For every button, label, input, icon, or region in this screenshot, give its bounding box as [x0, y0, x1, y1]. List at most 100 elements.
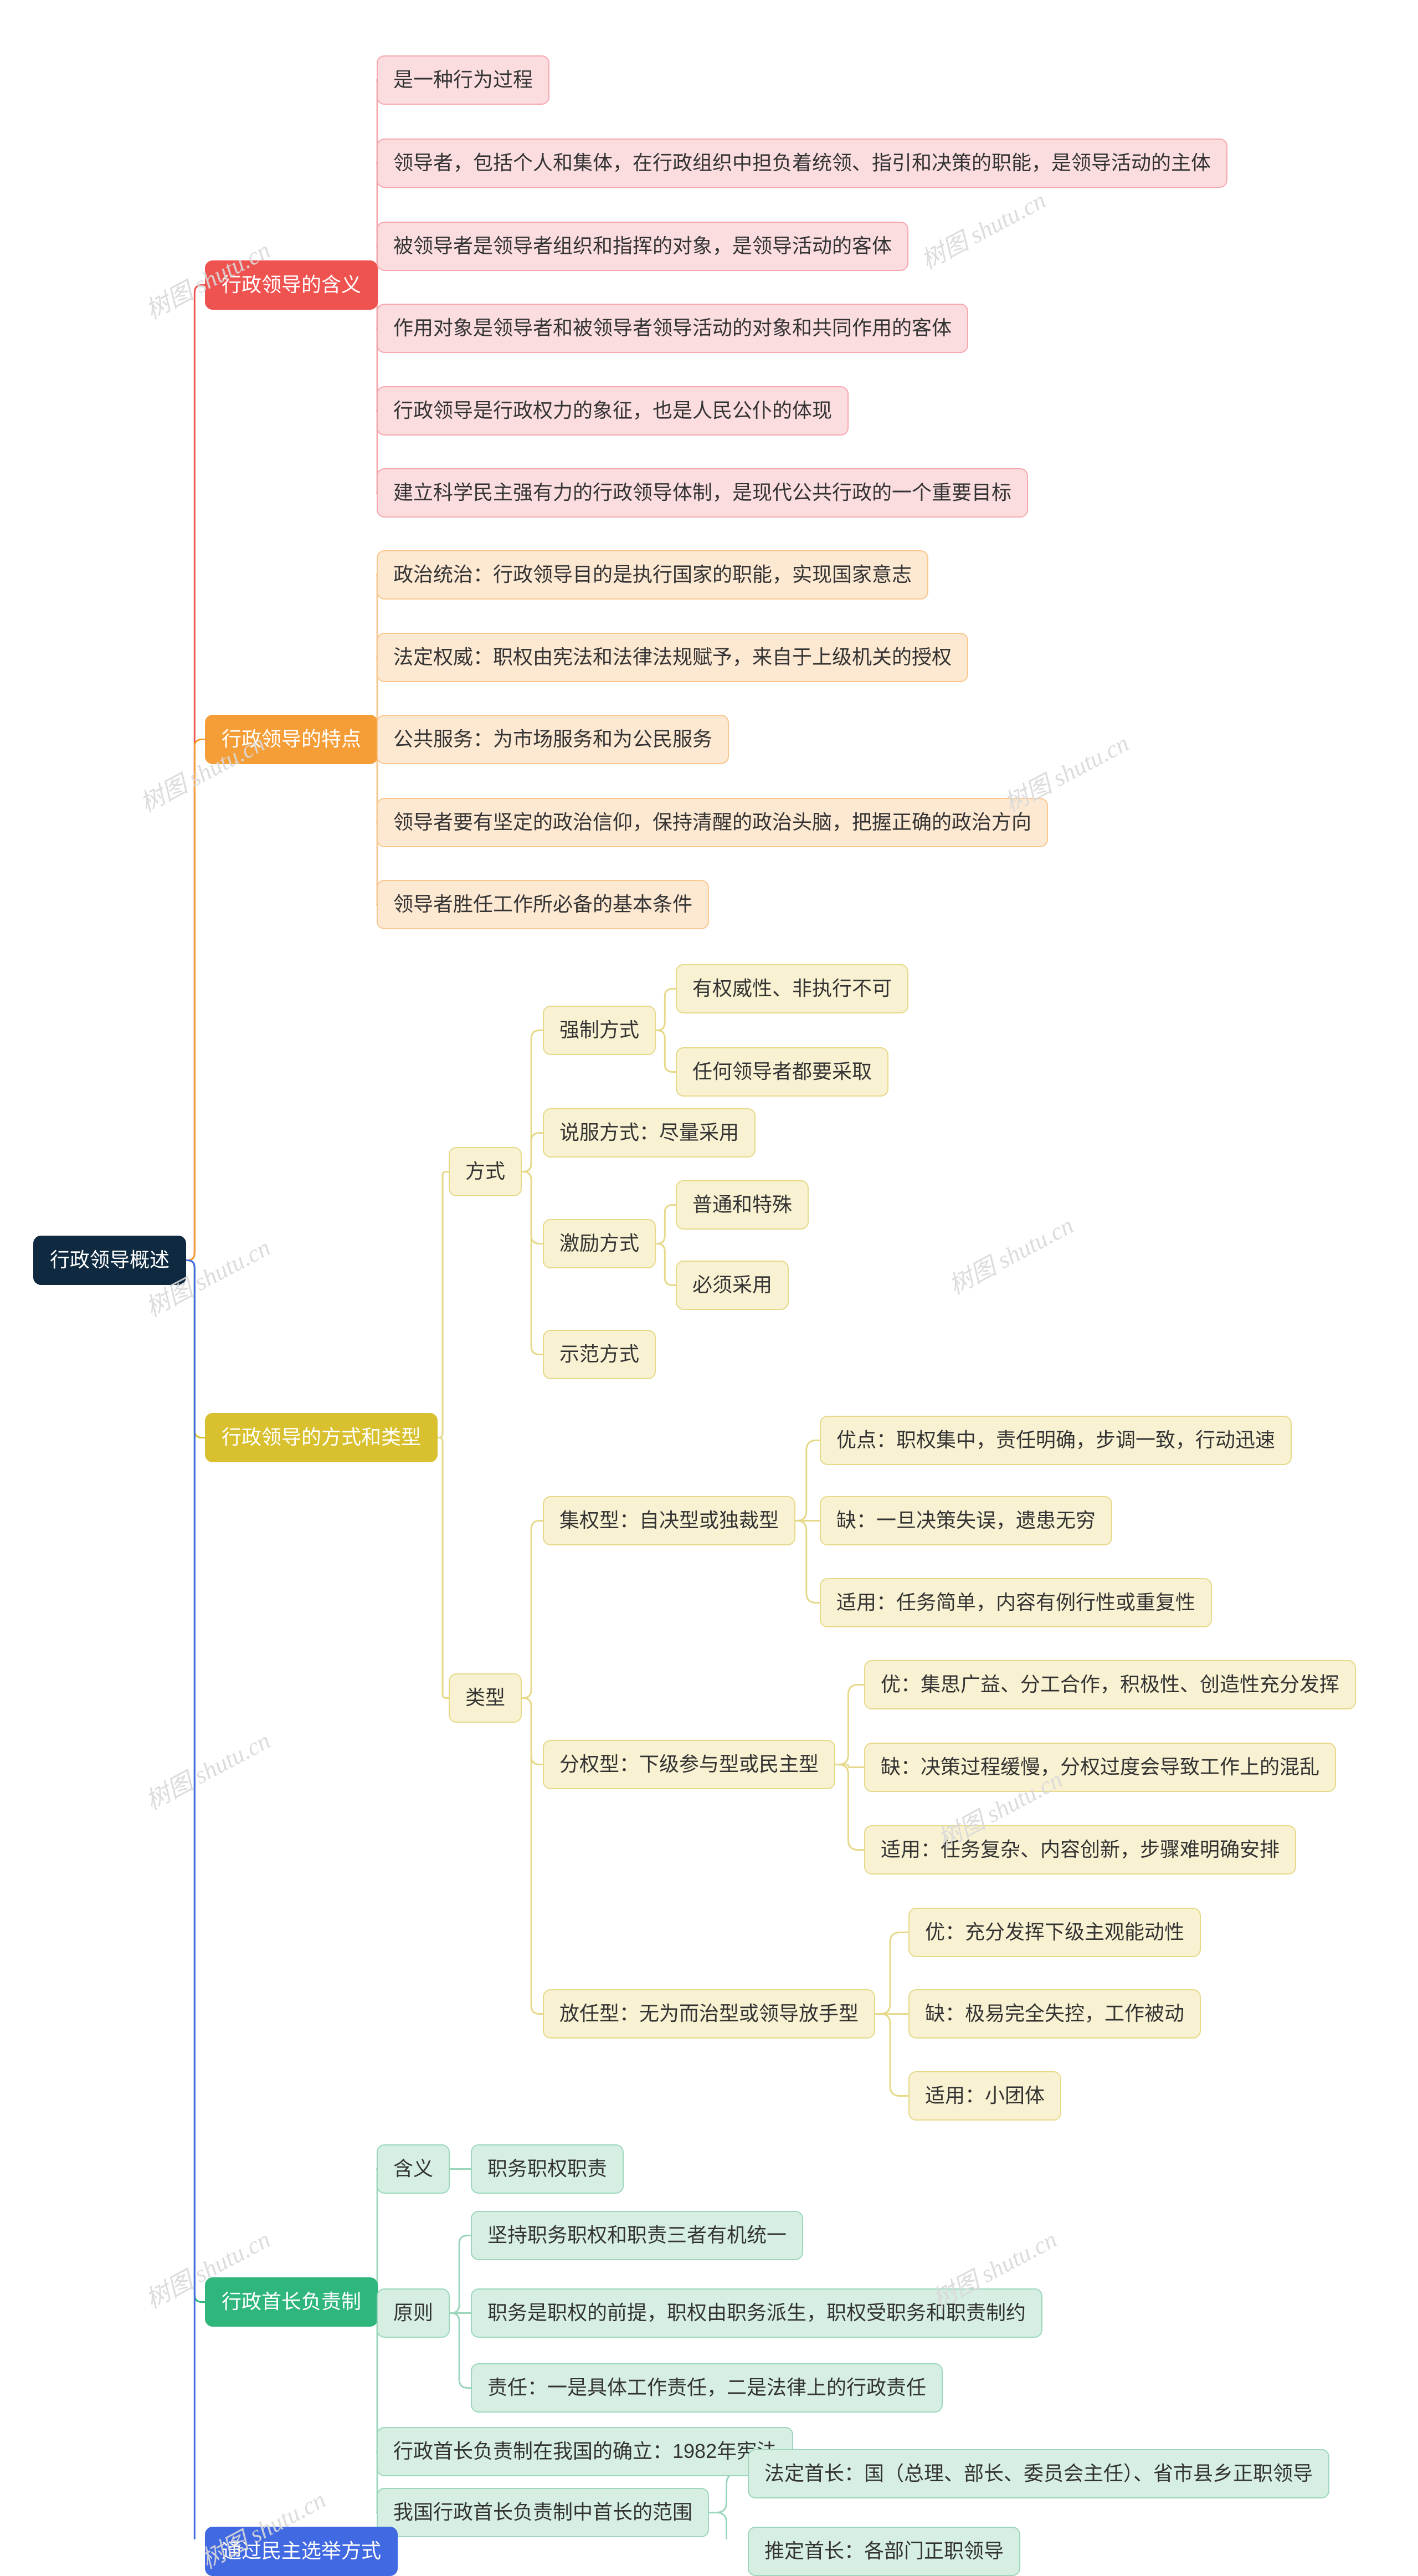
node-label: 行政领导的特点 — [222, 728, 361, 750]
node-label: 激励方式 — [559, 1232, 639, 1254]
mindmap-node[interactable]: 激励方式 — [543, 1219, 656, 1268]
mindmap-node[interactable]: 行政领导是行政权力的象征，也是人民公仆的体现 — [377, 386, 849, 436]
watermark: 树图 shutu.cn — [913, 181, 1051, 276]
mindmap-node[interactable]: 行政首长负责制 — [205, 2277, 378, 2327]
connector — [795, 1521, 820, 1603]
mindmap-node[interactable]: 分权型：下级参与型或民主型 — [543, 1740, 835, 1789]
node-label: 行政首长负责制 — [222, 2290, 361, 2313]
mindmap-node[interactable]: 任何领导者都要采取 — [676, 1047, 888, 1097]
node-label: 说服方式：尽量采用 — [559, 1121, 739, 1144]
node-label: 适用：任务复杂、内容创新，步骤难明确安排 — [881, 1838, 1280, 1861]
node-label: 责任：一是具体工作责任，二是法律上的行政责任 — [487, 2376, 926, 2399]
mindmap-node[interactable]: 行政领导概述 — [33, 1236, 186, 1285]
mindmap-node[interactable]: 建立科学民主强有力的行政领导体制，是现代公共行政的一个重要目标 — [377, 468, 1028, 518]
mindmap-node[interactable]: 缺：极易完全失控，工作被动 — [908, 1989, 1201, 2039]
connector — [522, 1172, 543, 1244]
mindmap-node[interactable]: 示范方式 — [543, 1330, 656, 1379]
connector — [186, 1261, 205, 1438]
node-label: 普通和特殊 — [692, 1193, 792, 1216]
mindmap-node[interactable]: 被领导者是领导者组织和指挥的对象，是领导活动的客体 — [377, 222, 908, 271]
mindmap-node[interactable]: 行政首长负责制在我国的确立：1982年宪法 — [377, 2427, 793, 2476]
mindmap-node[interactable]: 法定权威：职权由宪法和法律法规赋予，来自于上级机关的授权 — [377, 633, 968, 682]
mindmap-node[interactable]: 放任型：无为而治型或领导放手型 — [543, 1989, 875, 2039]
connector — [835, 1685, 864, 1765]
connector — [656, 1031, 676, 1072]
connector — [835, 1765, 864, 1768]
mindmap-node[interactable]: 优：充分发挥下级主观能动性 — [908, 1908, 1201, 1957]
mindmap-node[interactable]: 职务职权职责 — [471, 2144, 624, 2194]
mindmap-node[interactable]: 缺：决策过程缓慢，分权过度会导致工作上的混乱 — [864, 1743, 1336, 1792]
node-label: 原则 — [393, 2301, 433, 2324]
mindmap-node[interactable]: 政治统治：行政领导目的是执行国家的职能，实现国家意志 — [377, 550, 928, 600]
node-label: 方式 — [465, 1160, 505, 1182]
node-label: 必须采用 — [692, 1273, 772, 1296]
connector — [656, 1205, 676, 1244]
connector — [186, 740, 205, 1261]
mindmap-node[interactable]: 作用对象是领导者和被领导者领导活动的对象和共同作用的客体 — [377, 304, 968, 353]
node-label: 领导者，包括个人和集体，在行政组织中担负着统领、指引和决策的职能，是领导活动的主… — [393, 151, 1211, 174]
mindmap-node[interactable]: 普通和特殊 — [676, 1180, 809, 1230]
mindmap-node[interactable]: 方式 — [449, 1147, 522, 1196]
node-label: 通过民主选举方式 — [222, 2539, 381, 2562]
connector — [709, 2513, 748, 2540]
mindmap-node[interactable]: 必须采用 — [676, 1261, 789, 1310]
mindmap-node[interactable]: 坚持职务职权和职责三者有机统一 — [471, 2211, 803, 2260]
mindmap-node[interactable]: 强制方式 — [543, 1006, 656, 1055]
mindmap-node[interactable]: 领导者胜任工作所必备的基本条件 — [377, 880, 709, 929]
node-label: 强制方式 — [559, 1018, 639, 1041]
node-label: 行政领导的含义 — [222, 273, 361, 296]
mindmap-node[interactable]: 推定首长：各部门正职领导 — [748, 2527, 1020, 2576]
connector — [656, 1244, 676, 1286]
connector — [835, 1765, 864, 1850]
mindmap-node[interactable]: 行政领导的特点 — [205, 715, 378, 764]
node-label: 优：集思广益、分工合作，积极性、创造性充分发挥 — [881, 1673, 1339, 1696]
mindmap-node[interactable]: 领导者要有坚定的政治信仰，保持清醒的政治头脑，把握正确的政治方向 — [377, 798, 1048, 847]
mindmap-node[interactable]: 是一种行为过程 — [377, 55, 549, 105]
node-label: 领导者胜任工作所必备的基本条件 — [393, 893, 692, 915]
node-label: 分权型：下级参与型或民主型 — [559, 1753, 819, 1775]
mindmap-node[interactable]: 说服方式：尽量采用 — [543, 1108, 756, 1158]
node-label: 法定首长：国（总理、部长、委员会主任）、省市县乡正职领导 — [764, 2462, 1313, 2485]
mindmap-node[interactable]: 适用：小团体 — [908, 2071, 1061, 2121]
mindmap-node[interactable]: 类型 — [449, 1673, 522, 1723]
node-label: 行政领导的方式和类型 — [222, 1426, 421, 1448]
node-label: 领导者要有坚定的政治信仰，保持清醒的政治头脑，把握正确的政治方向 — [393, 811, 1031, 833]
mindmap-node[interactable]: 法定首长：国（总理、部长、委员会主任）、省市县乡正职领导 — [748, 2449, 1329, 2498]
mindmap-node[interactable]: 我国行政首长负责制中首长的范围 — [377, 2488, 709, 2537]
node-label: 集权型：自决型或独裁型 — [559, 1509, 779, 1532]
node-label: 适用：任务简单，内容有例行性或重复性 — [836, 1591, 1195, 1614]
node-label: 优点：职权集中，责任明确，步调一致，行动迅速 — [836, 1428, 1275, 1451]
mindmap-node[interactable]: 公共服务：为市场服务和为公民服务 — [377, 715, 729, 764]
connector — [186, 1261, 205, 2540]
connector — [522, 1698, 543, 1765]
connector — [795, 1441, 820, 1521]
mindmap-node[interactable]: 缺：一旦决策失误，遗患无穷 — [820, 1496, 1112, 1545]
node-label: 坚持职务职权和职责三者有机统一 — [487, 2224, 787, 2246]
node-label: 放任型：无为而治型或领导放手型 — [559, 2002, 859, 2025]
mindmap-node[interactable]: 优点：职权集中，责任明确，步调一致，行动迅速 — [820, 1416, 1292, 1465]
mindmap-node[interactable]: 领导者，包括个人和集体，在行政组织中担负着统领、指引和决策的职能，是领导活动的主… — [377, 139, 1227, 188]
mindmap-node[interactable]: 有权威性、非执行不可 — [676, 964, 908, 1013]
node-label: 优：充分发挥下级主观能动性 — [925, 1921, 1184, 1943]
mindmap-node[interactable]: 通过民主选举方式 — [205, 2527, 398, 2576]
connector — [522, 1172, 543, 1355]
mindmap-node[interactable]: 适用：任务简单，内容有例行性或重复性 — [820, 1578, 1212, 1627]
mindmap-node[interactable]: 集权型：自决型或独裁型 — [543, 1496, 795, 1545]
mindmap-node[interactable]: 责任：一是具体工作责任，二是法律上的行政责任 — [471, 2363, 943, 2413]
connector — [656, 989, 676, 1031]
mindmap-node[interactable]: 职务是职权的前提，职权由职务派生，职权受职务和职责制约 — [471, 2288, 1042, 2338]
mindmap-node[interactable]: 适用：任务复杂、内容创新，步骤难明确安排 — [864, 1825, 1296, 1875]
mindmap-node[interactable]: 原则 — [377, 2288, 450, 2338]
node-label: 职务是职权的前提，职权由职务派生，职权受职务和职责制约 — [487, 2301, 1026, 2324]
node-label: 缺：决策过程缓慢，分权过度会导致工作上的混乱 — [881, 1755, 1319, 1778]
connector — [709, 2474, 748, 2513]
mindmap-node[interactable]: 优：集思广益、分工合作，积极性、创造性充分发挥 — [864, 1660, 1356, 1709]
node-label: 示范方式 — [559, 1343, 639, 1365]
node-label: 缺：极易完全失控，工作被动 — [925, 2002, 1184, 2025]
connector — [522, 1133, 543, 1172]
connector — [438, 1438, 449, 1698]
mindmap-node[interactable]: 行政领导的含义 — [205, 260, 378, 310]
mindmap-node[interactable]: 含义 — [377, 2144, 450, 2194]
mindmap-node[interactable]: 行政领导的方式和类型 — [205, 1413, 438, 1462]
node-label: 我国行政首长负责制中首长的范围 — [393, 2501, 692, 2523]
